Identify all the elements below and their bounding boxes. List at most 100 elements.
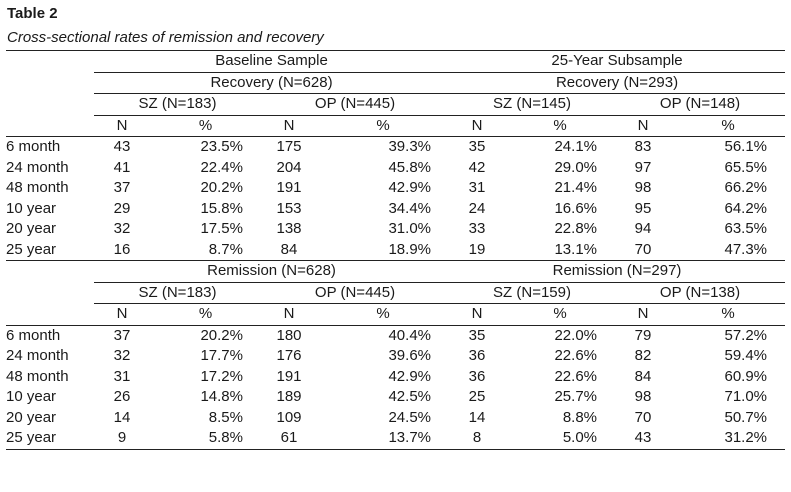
count-cell: 176 [276,347,302,365]
percent-cell: 8.5% [208,408,243,426]
count-cell: 16 [94,239,150,261]
percent-cell: 29.0% [554,158,598,176]
count-cell: 24 [468,199,486,217]
count-cell: 83 [634,138,652,156]
count-cell: 31 [113,367,131,385]
row-label-empty [6,94,94,116]
row-label-empty [6,282,94,304]
row-label: 48 month [6,367,69,385]
row-label: 10 year [6,199,57,217]
count-cell: 35 [468,326,486,344]
row-label-empty [6,72,94,94]
count-cell: 14 [468,408,486,426]
n-column-header: N [449,303,506,326]
percent-cell: 47.3% [671,239,786,261]
percent-cell: 42.9% [388,179,432,197]
percent-cell: 22.8% [554,220,598,238]
remission-column-header-row: N% N% N% N% [6,303,786,326]
remission-recovery-table: Baseline Sample 25-Year Subsample Recovery… [6,50,786,450]
table-row: 48 month 37 20.2% 191 42.9% 31 21.4% 98 66.2% [6,178,785,199]
row-label: 6 month [6,138,61,156]
count-cell: 33 [468,220,486,238]
count-cell: 26 [113,388,131,406]
recovery-subsample-sz: SZ (N=145) [449,93,616,116]
table-title: Table 2 [7,5,58,22]
table-row: 20 year 14 8.5% 109 24.5% 14 8.8% 70 50.7% [6,408,785,429]
count-cell: 180 [276,326,302,344]
sample-header-row: Baseline Sample 25-Year Subsample [6,50,786,73]
table-row: 10 year 29 15.8% 153 34.4% 24 16.6% 95 64.2% [6,199,785,220]
count-cell: 32 [113,220,131,238]
n-column-header: N [94,303,150,326]
percent-cell: 57.2% [724,326,768,344]
row-label: 24 month [6,158,69,176]
recovery-subsample-group: Recovery (N=293) [449,72,786,94]
percent-cell: 22.4% [200,158,243,176]
row-label: 20 year [6,220,57,238]
recovery-subsample-op: OP (N=148) [615,93,786,116]
remission-baseline-group: Remission (N=628) [94,260,450,283]
row-label-empty [6,303,94,326]
count-cell: 9 [94,428,150,450]
count-cell: 70 [615,239,672,261]
n-column-header: N [261,303,317,326]
table-row: 6 month 37 20.2% 180 40.4% 35 22.0% 79 57.2% [6,325,785,346]
n-column-header: N [449,115,506,137]
remission-baseline-sz: SZ (N=183) [94,282,261,304]
count-cell: 41 [113,158,131,176]
percent-cell: 64.2% [724,199,768,217]
percent-column-header: % [671,115,786,137]
row-label: 24 month [6,347,69,365]
percent-cell: 71.0% [724,388,768,406]
table-subtitle: Cross-sectional rates of remission and r… [7,29,324,46]
recovery-diagnosis-row: SZ (N=183) OP (N=445) SZ (N=145) OP (N=148) [6,93,786,116]
percent-cell: 59.4% [724,347,768,365]
row-label: 6 month [6,326,61,344]
count-cell: 153 [276,199,302,217]
n-column-header: N [615,115,672,137]
count-cell: 109 [276,408,302,426]
recovery-group-row: Recovery (N=628) Recovery (N=293) [6,72,786,94]
table-body: Baseline Sample 25-Year Subsample Recovery… [6,50,786,450]
percent-column-header: % [505,115,616,137]
recovery-baseline-op: OP (N=445) [261,93,450,116]
percent-cell: 42.5% [388,388,432,406]
count-cell: 97 [634,158,652,176]
remission-subsample-sz: SZ (N=159) [449,282,616,304]
count-cell: 43 [113,138,131,156]
row-label: 25 year [6,428,94,450]
count-cell: 82 [634,347,652,365]
recovery-column-header-row: N% N% N% N% [6,115,786,137]
percent-cell: 24.1% [554,138,598,156]
percent-cell: 15.8% [200,199,243,217]
row-label-empty [6,50,94,72]
count-cell: 95 [634,199,652,217]
percent-cell: 16.6% [554,199,598,217]
count-cell: 98 [634,179,652,197]
percent-cell: 42.9% [388,367,432,385]
percent-cell: 5.0% [505,428,616,450]
table-row: 10 year 26 14.8% 189 42.5% 25 25.7% 98 71.0% [6,387,785,408]
percent-cell: 31.2% [671,428,786,450]
percent-cell: 20.2% [200,179,243,197]
percent-column-header: % [671,303,786,326]
count-cell: 37 [113,326,131,344]
row-label: 20 year [6,408,57,426]
percent-cell: 22.6% [554,347,598,365]
percent-cell: 14.8% [200,388,243,406]
percent-cell: 20.2% [200,326,243,344]
percent-cell: 40.4% [388,326,432,344]
n-column-header: N [615,303,672,326]
baseline-sample-header: Baseline Sample [94,50,450,73]
count-cell: 43 [615,428,672,450]
row-label-empty [6,115,94,137]
percent-cell: 5.8% [150,428,261,450]
table-row: 24 month 41 22.4% 204 45.8% 42 29.0% 97 65.5% [6,158,785,179]
percent-cell: 17.5% [200,220,243,238]
percent-column-header: % [150,115,261,137]
percent-cell: 22.6% [554,367,598,385]
percent-cell: 21.4% [554,179,598,197]
count-cell: 175 [276,138,302,156]
count-cell: 79 [634,326,652,344]
percent-cell: 50.7% [724,408,768,426]
